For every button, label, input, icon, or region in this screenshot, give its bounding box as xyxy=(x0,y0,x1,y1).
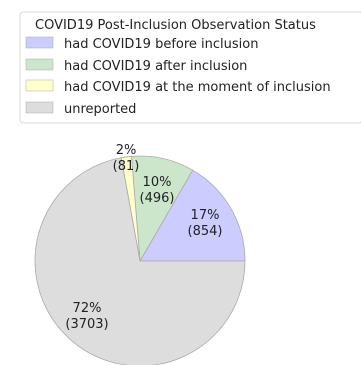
slice-label-percent-unreported: 72% xyxy=(73,301,102,316)
slice-label-count-after: (496) xyxy=(140,191,175,206)
legend-label-before: had COVID19 before inclusion xyxy=(64,37,258,52)
slice-label-count-before: (854) xyxy=(188,224,223,239)
legend-swatch-unreported xyxy=(25,101,54,114)
pie-slice-before xyxy=(139,169,246,262)
legend: COVID19 Post-Inclusion Observation Statu… xyxy=(19,11,361,124)
legend-label-after: had COVID19 after inclusion xyxy=(64,59,247,74)
legend-label-moment: had COVID19 at the moment of inclusion xyxy=(64,80,331,95)
slice-label-percent-before: 17% xyxy=(191,208,220,223)
slice-label-percent-moment: 2% xyxy=(116,143,137,158)
legend-swatch-moment xyxy=(25,79,54,92)
legend-title: COVID19 Post-Inclusion Observation Statu… xyxy=(35,18,316,33)
slice-labels: 17% (854) 10% (496) 2% (81) 72% (3703) xyxy=(65,143,222,332)
legend-label-unreported: unreported xyxy=(64,102,136,117)
legend-frame xyxy=(19,11,361,124)
slice-label-count-moment: (81) xyxy=(113,159,140,174)
slice-label-percent-after: 10% xyxy=(143,175,172,190)
pie-slices xyxy=(34,155,246,365)
legend-swatch-after xyxy=(25,58,54,71)
pie-slice-unreported xyxy=(34,157,246,365)
slice-label-count-unreported: (3703) xyxy=(65,317,108,332)
legend-swatch-before xyxy=(25,36,54,49)
